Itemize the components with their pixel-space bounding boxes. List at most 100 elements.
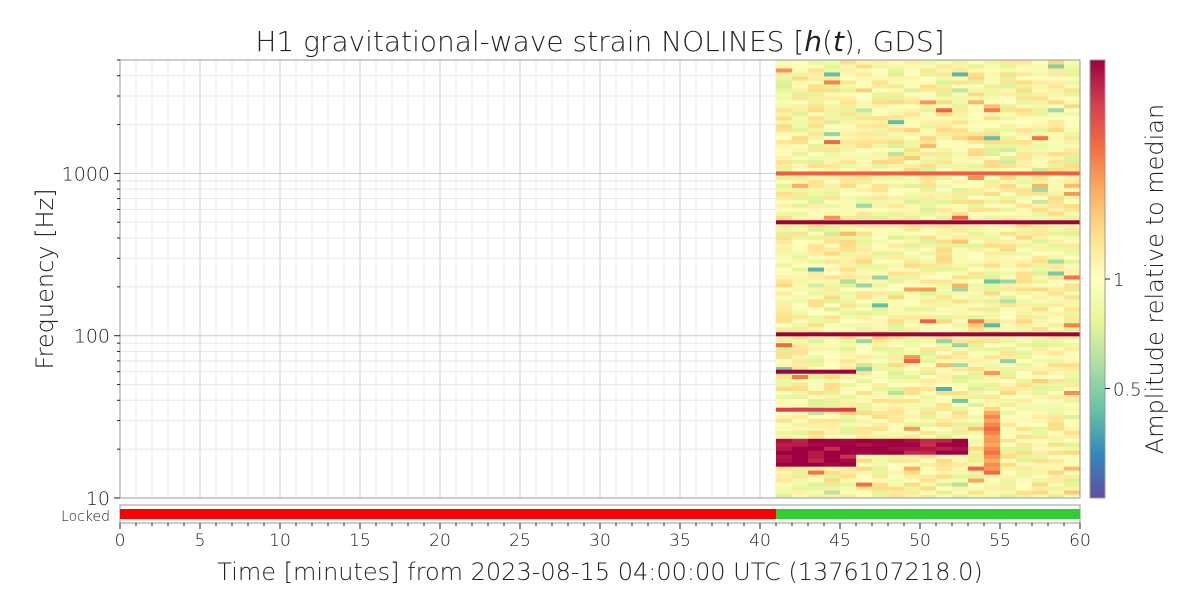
heatmap-cell [840, 394, 857, 399]
heatmap-cell [936, 294, 953, 300]
heatmap-cell [952, 255, 969, 260]
heatmap-cell [1064, 87, 1080, 93]
heatmap-cell [824, 390, 841, 395]
heatmap-cell [808, 310, 825, 316]
heatmap-cell [952, 430, 969, 435]
heatmap-cell [792, 426, 809, 431]
heatmap-cell [936, 342, 953, 348]
y-axis-label: Frequency [Hz] [31, 189, 59, 370]
heatmap-cell [1000, 167, 1017, 172]
heatmap-cell [872, 442, 889, 447]
heatmap-cell [856, 390, 873, 395]
heatmap-cell [1048, 302, 1065, 308]
heatmap-cell [1016, 466, 1033, 471]
heatmap-cell [888, 91, 905, 97]
heatmap-cell [824, 322, 841, 328]
heatmap-cell [984, 446, 1001, 451]
heatmap-cell [984, 494, 1001, 498]
heatmap-cell [776, 302, 793, 308]
heatmap-cell [1016, 179, 1033, 184]
heatmap-cell [888, 203, 905, 208]
heatmap-cell [904, 267, 921, 272]
heatmap-cell [968, 279, 985, 284]
heatmap-cell [824, 119, 841, 125]
heatmap-cell [872, 370, 889, 376]
heatmap-cell [824, 227, 841, 232]
heatmap-cell [968, 103, 985, 109]
heatmap-cell [1032, 175, 1049, 180]
heatmap-cell [824, 83, 841, 89]
heatmap-cell [872, 362, 889, 368]
heatmap-cell [1048, 187, 1065, 192]
heatmap-cell [936, 494, 953, 498]
heatmap-cell [1048, 350, 1065, 356]
heatmap-cell [824, 127, 841, 133]
heatmap-cell [1000, 151, 1017, 157]
heatmap-cell [952, 290, 969, 296]
heatmap-cell [840, 111, 857, 117]
heatmap-cell [952, 466, 969, 471]
heatmap-cell [840, 438, 857, 443]
x-tick-label: 5 [195, 531, 206, 551]
heatmap-cell [776, 131, 793, 137]
heatmap-cell [1048, 494, 1065, 498]
heatmap-cell [856, 362, 873, 368]
heatmap-cell [1016, 290, 1033, 296]
heatmap-cell [968, 139, 985, 145]
heatmap-cell [1016, 107, 1033, 113]
heatmap-cell [1048, 418, 1065, 423]
heatmap-cell [840, 275, 857, 280]
heatmap-cell [920, 135, 937, 141]
heatmap-cell [792, 195, 809, 200]
heatmap-cell [920, 282, 937, 288]
heatmap-cell [1016, 294, 1033, 300]
heatmap-cell [984, 326, 1001, 332]
heatmap-cell [920, 390, 937, 395]
heatmap-cell [1000, 406, 1017, 411]
heatmap-cell [984, 215, 1001, 220]
heatmap-cell [824, 75, 841, 81]
heatmap-cell [1048, 338, 1065, 344]
heatmap-cell [1000, 235, 1017, 240]
heatmap-cell [920, 163, 937, 169]
heatmap-cell [1048, 279, 1065, 284]
heatmap-cell [1016, 354, 1033, 360]
heatmap-cell [1064, 290, 1080, 296]
heatmap-cell [888, 430, 905, 435]
spectrogram-heatmap [776, 60, 1080, 498]
heatmap-cell [840, 482, 857, 487]
heatmap-cell [808, 302, 825, 308]
heatmap-cell [904, 251, 921, 256]
heatmap-cell [968, 486, 985, 491]
heatmap-cell [968, 358, 985, 364]
heatmap-cell [776, 470, 793, 475]
heatmap-cell [1032, 398, 1049, 403]
heatmap-cell [952, 286, 969, 292]
heatmap-cell [776, 223, 793, 228]
heatmap-cell [856, 366, 873, 372]
heatmap-cell [888, 350, 905, 356]
heatmap-cell [856, 163, 873, 169]
heatmap-cell [920, 454, 937, 459]
heatmap-cell [808, 71, 825, 77]
heatmap-cell [776, 426, 793, 431]
heatmap-cell [1016, 310, 1033, 316]
heatmap-cell [968, 151, 985, 157]
heatmap-cell [1064, 175, 1080, 180]
heatmap-cell [920, 267, 937, 272]
heatmap-cell [1064, 314, 1080, 320]
heatmap-cell [856, 370, 873, 376]
heatmap-cell [872, 139, 889, 145]
heatmap-cell [984, 267, 1001, 272]
heatmap-cell [904, 438, 921, 443]
heatmap-cell [792, 163, 809, 169]
heatmap-cell [1000, 390, 1017, 395]
heatmap-cell [856, 438, 873, 443]
heatmap-cell [1000, 346, 1017, 352]
heatmap-cell [856, 179, 873, 184]
heatmap-cell [1048, 478, 1065, 483]
heatmap-cell [904, 346, 921, 352]
heatmap-cell [856, 354, 873, 360]
heatmap-cell [872, 187, 889, 192]
heatmap-cell [792, 478, 809, 483]
